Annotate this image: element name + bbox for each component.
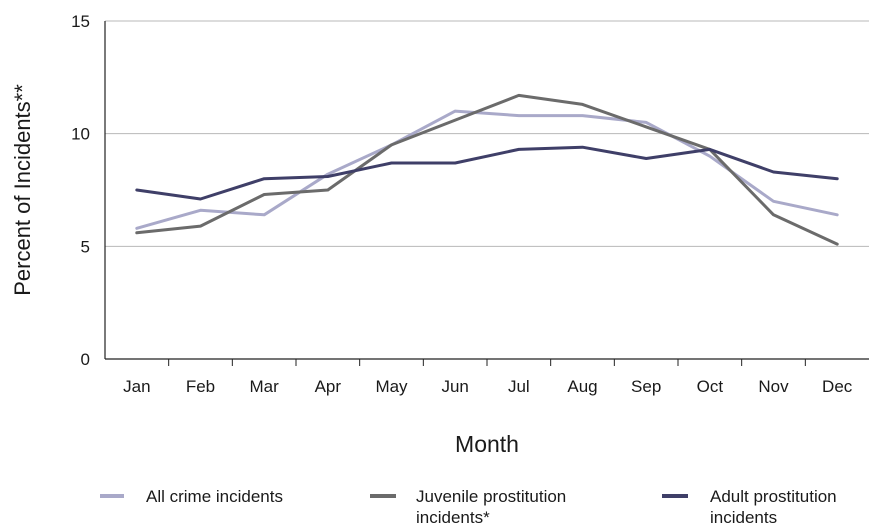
x-tick-label-apr: Apr	[315, 377, 342, 396]
legend-item-all-crime: All crime incidents	[100, 487, 283, 506]
legend: All crime incidents Juvenile prostitutio…	[100, 487, 841, 527]
x-tick-label-feb: Feb	[186, 377, 215, 396]
series-0-point-oct	[708, 155, 712, 158]
x-tick-label-sep: Sep	[631, 377, 661, 396]
series-0-point-mar	[262, 213, 266, 216]
series-1-point-sep	[644, 125, 648, 129]
y-axis-title: Percent of Incidents**	[10, 84, 35, 296]
legend-label-adult-line2: incidents	[710, 508, 777, 527]
series-2-point-mar	[262, 177, 266, 180]
series-2-point-aug	[581, 145, 584, 149]
series-1-point-feb	[199, 224, 202, 228]
series-2-point-feb	[199, 197, 202, 201]
x-tick-label-jan: Jan	[123, 377, 150, 396]
series-2-point-oct	[708, 148, 712, 151]
series-1-point-jul	[517, 94, 521, 97]
series-2-point-jul	[517, 148, 521, 151]
y-tick-labels: 0 5 10 15	[71, 12, 90, 369]
series-2-point-jan	[135, 188, 139, 192]
legend-label-juvenile-line1: Juvenile prostitution	[416, 487, 566, 506]
series-1-point-apr	[326, 188, 330, 192]
series-1-point-dec	[835, 242, 839, 246]
series-1-line	[135, 93, 839, 246]
series-0-point-apr	[326, 173, 330, 176]
series-0-point-nov	[772, 200, 775, 203]
x-tick-labels: Jan Feb Mar Apr May Jun Jul Aug Sep Oct Nov Dec	[123, 359, 853, 396]
legend-label-adult: Adult prostitution incidents	[710, 487, 841, 527]
series-0-point-aug	[581, 114, 584, 117]
series-0-point-jul	[517, 114, 521, 117]
series-2-point-jun	[453, 161, 457, 165]
y-tick-label-10: 10	[71, 125, 90, 144]
x-tick-label-dec: Dec	[822, 377, 853, 396]
series-2-point-sep	[644, 157, 648, 160]
series-1-point-may	[390, 143, 393, 147]
series-1-point-nov	[772, 213, 775, 216]
legend-label-all-crime: All crime incidents	[146, 487, 283, 506]
x-tick-label-jul: Jul	[508, 377, 530, 396]
y-tick-label-15: 15	[71, 12, 90, 31]
y-tick-label-0: 0	[81, 350, 90, 369]
legend-label-adult-line1: Adult prostitution	[710, 487, 837, 506]
series-2-point-nov	[772, 170, 775, 174]
series-1-point-jan	[135, 231, 139, 235]
series-lines	[135, 93, 839, 246]
y-tick-label-5: 5	[81, 237, 90, 256]
series-0-line	[135, 109, 839, 230]
series-2-line	[135, 145, 839, 201]
axes	[104, 21, 869, 360]
x-tick-label-aug: Aug	[567, 377, 597, 396]
legend-item-juvenile: Juvenile prostitution incidents*	[370, 487, 571, 527]
series-0-point-dec	[835, 213, 839, 216]
legend-label-juvenile: Juvenile prostitution incidents*	[416, 487, 571, 527]
x-tick-label-mar: Mar	[250, 377, 280, 396]
series-1-point-mar	[262, 193, 266, 196]
legend-item-adult: Adult prostitution incidents	[662, 487, 841, 527]
series-0-point-jan	[135, 227, 139, 230]
series-1-point-jun	[453, 118, 457, 122]
series-2-point-dec	[835, 177, 839, 180]
series-1-point-aug	[581, 103, 584, 106]
gridlines	[105, 20, 869, 247]
series-2-point-may	[390, 161, 393, 165]
x-axis-title: Month	[455, 431, 519, 457]
legend-label-juvenile-line2: incidents*	[416, 508, 490, 527]
x-tick-label-nov: Nov	[758, 377, 789, 396]
x-tick-label-may: May	[375, 377, 408, 396]
x-tick-label-oct: Oct	[697, 377, 724, 396]
series-0-point-sep	[644, 121, 648, 124]
series-0-point-jun	[453, 109, 457, 113]
x-tick-label-jun: Jun	[441, 377, 468, 396]
series-2-point-apr	[326, 175, 330, 178]
series-0-point-feb	[199, 209, 202, 212]
